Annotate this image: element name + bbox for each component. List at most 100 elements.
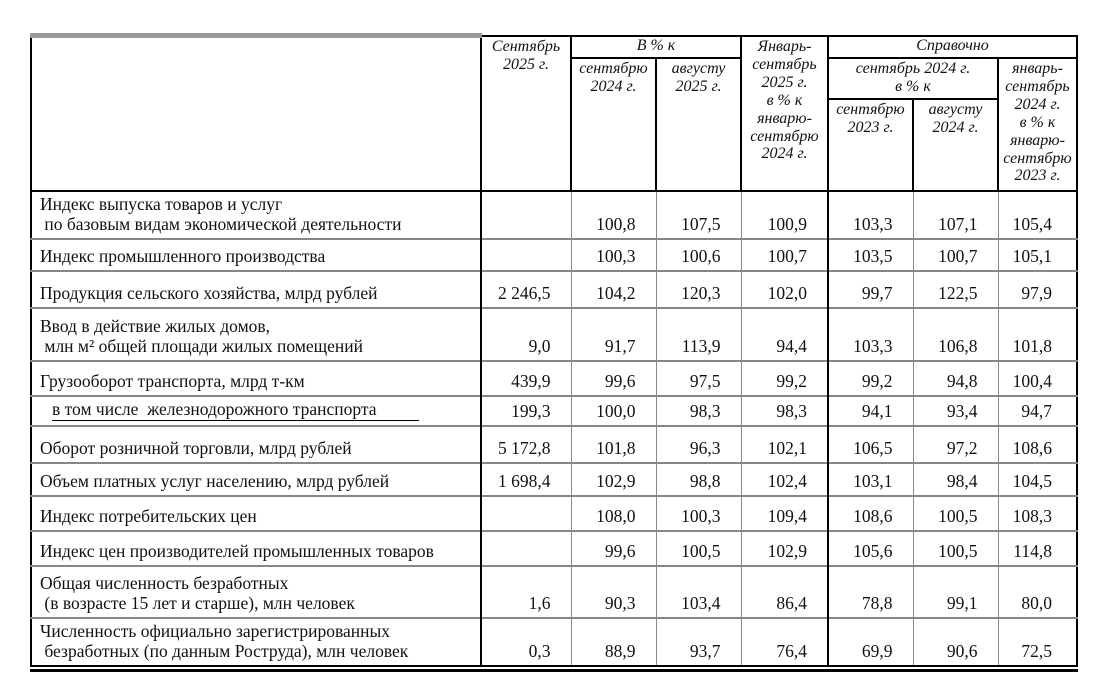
col-header-jan-sep-2024: январь- сентябрь 2024 г. в % к январю- с… — [997, 57, 1078, 192]
value-cell — [481, 190, 572, 239]
col-header-september-2025: Сентябрь 2025 г. — [480, 35, 572, 192]
value-cell: 100,5 — [656, 529, 742, 566]
value-cell: 100,9 — [741, 190, 829, 239]
statistics-table: Сентябрь 2025 г. В % к Январь- сентябрь … — [30, 35, 1078, 667]
header-row-3: сентябрю 2023 г. августу 2024 г. — [31, 97, 1077, 192]
header-row-2: сентябрю 2024 г. августу 2025 г. сентябр… — [31, 57, 1078, 192]
value-cell: 99,2 — [741, 359, 829, 396]
row-label: Ввод в действие жилых домов, млн м² обще… — [31, 306, 482, 361]
value-cell: 102,0 — [741, 269, 829, 308]
value-cell: 0,3 — [481, 616, 572, 666]
value-cell — [481, 494, 572, 531]
row-label: Индекс выпуска товаров и услуг по базовы… — [31, 190, 482, 239]
value-cell: 80,0 — [998, 564, 1077, 618]
value-cell: 98,3 — [656, 394, 742, 426]
value-cell: 102,9 — [571, 461, 657, 496]
value-cell: 101,8 — [571, 424, 657, 463]
col-header-to-september-2024: сентябрю 2024 г. — [570, 57, 657, 192]
value-cell: 103,3 — [828, 306, 914, 361]
row-label: Индекс промышленного производства — [31, 237, 482, 271]
value-cell: 105,4 — [1012, 213, 1052, 234]
value-cell: 99,2 — [828, 359, 914, 396]
value-cell: 101,8 — [998, 306, 1077, 361]
value-cell: 100,5 — [913, 529, 999, 566]
value-cell: 120,3 — [656, 269, 742, 308]
value-cell: 102,4 — [741, 461, 829, 496]
col-group-percent-to: В % к — [570, 35, 742, 59]
row-label: Грузооборот транспорта, млрд т-км — [31, 359, 482, 396]
value-cell: 93,7 — [656, 616, 742, 666]
value-cell: 107,1 — [913, 190, 999, 239]
value-cell: 94,7 — [998, 394, 1077, 426]
table-row: Оборот розничной торговли, млрд рублей 5 … — [31, 424, 1077, 463]
value-cell: 106,5 — [828, 424, 914, 463]
value-cell: 100,7 — [913, 237, 999, 271]
value-cell: 1,6 — [481, 564, 572, 618]
table-row: Ввод в действие жилых домов, млн м² обще… — [31, 306, 1077, 361]
value-cell: 100,7 — [741, 237, 829, 271]
value-cell: 103,3 — [828, 190, 914, 239]
value-cell — [481, 529, 572, 566]
value-cell: 99,6 — [571, 359, 657, 396]
value-cell: 104,5 — [998, 461, 1077, 496]
table-row: Грузооборот транспорта, млрд т-км 439,9 99… — [31, 359, 1077, 396]
value-cell: 108,3 — [998, 494, 1077, 531]
value-cell: 90,3 — [571, 564, 657, 618]
table-row: Численность официально зарегистрированны… — [31, 616, 1077, 666]
value-cell: 97,9 — [998, 269, 1077, 308]
table-row: Продукция сельского хозяйства, млрд рубл… — [31, 269, 1077, 308]
statistics-table-container: Сентябрь 2025 г. В % к Январь- сентябрь … — [30, 35, 1078, 672]
value-cell: 88,9 — [571, 616, 657, 666]
value-cell: 100,8 — [571, 190, 657, 239]
col-header-to-august-2024: августу 2024 г. — [912, 97, 999, 192]
table-row: Объем платных услуг населению, млрд рубл… — [31, 461, 1077, 496]
value-cell: 100,4 — [998, 359, 1077, 396]
value-cell: 76,4 — [741, 616, 829, 666]
table-row: Индекс цен производителей промышленных т… — [31, 529, 1077, 566]
col-header-indicator — [30, 35, 482, 192]
table-row: Индекс выпуска товаров и услуг по базовы… — [31, 190, 1077, 239]
value-cell: 72,5 — [998, 616, 1077, 666]
row-label: Общая численность безработных (в возраст… — [31, 564, 482, 618]
table-row: Индекс промышленного производства 100,3 10… — [31, 237, 1077, 271]
value-cell: 91,7 — [571, 306, 657, 361]
value-cell: 100,0 — [571, 394, 657, 426]
value-cell: 100,5 — [913, 494, 999, 531]
value-cell: 98,4 — [913, 461, 999, 496]
value-cell: 94,8 — [913, 359, 999, 396]
col-header-to-september-2023: сентябрю 2023 г. — [827, 97, 914, 192]
row-label: Индекс потребительских цен — [31, 494, 482, 531]
value-cell: 106,8 — [913, 306, 999, 361]
header-row-1: Сентябрь 2025 г. В % к Январь- сентябрь … — [30, 35, 1078, 192]
value-cell: 90,6 — [913, 616, 999, 666]
row-label-text: в том числе железнодорожного транспорта — [52, 399, 419, 421]
col-group-reference: Справочно — [827, 35, 1078, 59]
col-group-september-2024-percent: сентябрь 2024 г. в % к — [827, 57, 999, 100]
value-cell: 100,6 — [656, 237, 742, 271]
value-cell: 97,5 — [656, 359, 742, 396]
value-cell: 103,5 — [828, 237, 914, 271]
table-body: Индекс выпуска товаров и услуг по базовы… — [31, 190, 1077, 666]
value-cell: 104,2 — [571, 269, 657, 308]
value-cell: 199,3 — [481, 394, 572, 426]
value-cell: 86,4 — [741, 564, 829, 618]
value-cell: 439,9 — [481, 359, 572, 396]
table-row: в том числе железнодорожного транспорта 1… — [31, 394, 1077, 426]
table-header: Сентябрь 2025 г. В % к Январь- сентябрь … — [30, 35, 1078, 192]
value-cell: 103,4 — [656, 564, 742, 618]
value-cell: 108,0 — [571, 494, 657, 531]
value-cell: 102,1 — [741, 424, 829, 463]
value-cell: 9,0 — [481, 306, 572, 361]
value-cell: 108,6 — [828, 494, 914, 531]
value-cell: 107,5 — [656, 190, 742, 239]
value-cell: 69,9 — [828, 616, 914, 666]
table-row: Индекс потребительских цен 108,0 100,3 109,… — [31, 494, 1077, 531]
col-header-jan-sep-2025: Январь- сентябрь 2025 г. в % к январю- с… — [740, 35, 829, 192]
value-cell: 98,8 — [656, 461, 742, 496]
value-cell: 114,8 — [998, 529, 1077, 566]
value-cell: 122,5 — [913, 269, 999, 308]
value-cell: 99,1 — [913, 564, 999, 618]
value-cell: 103,1 — [828, 461, 914, 496]
row-label: Продукция сельского хозяйства, млрд рубл… — [31, 269, 482, 308]
